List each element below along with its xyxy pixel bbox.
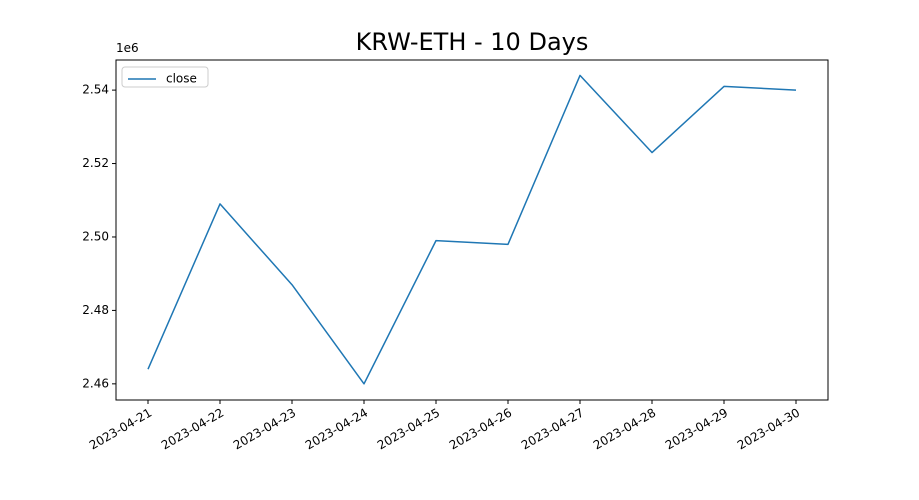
x-tick-label: 2023-04-30	[735, 406, 802, 453]
y-tick-label: 2.48	[82, 303, 109, 317]
line-series	[147, 74, 797, 385]
x-tick-label: 2023-04-23	[231, 406, 298, 453]
y-tick-label: 2.50	[82, 229, 109, 243]
x-tick-label: 2023-04-29	[663, 406, 730, 453]
legend-label: close	[166, 72, 197, 86]
x-tick-label: 2023-04-24	[303, 406, 370, 453]
x-tick-label: 2023-04-27	[519, 406, 586, 453]
y-tick-label: 2.54	[82, 83, 109, 97]
x-tick-label: 2023-04-21	[87, 406, 154, 453]
plot-frame	[115, 59, 829, 401]
y-tick-label: 2.52	[82, 156, 109, 170]
chart-title: KRW-ETH - 10 Days	[356, 28, 589, 56]
legend-box	[121, 66, 209, 88]
x-tick-label: 2023-04-25	[375, 406, 442, 453]
x-tick-label: 2023-04-28	[591, 406, 658, 453]
y-tick-label: 2.46	[82, 376, 109, 390]
x-tick-label: 2023-04-22	[159, 406, 226, 453]
y-offset-label: 1e6	[116, 41, 139, 55]
x-tick-label: 2023-04-26	[447, 406, 514, 453]
